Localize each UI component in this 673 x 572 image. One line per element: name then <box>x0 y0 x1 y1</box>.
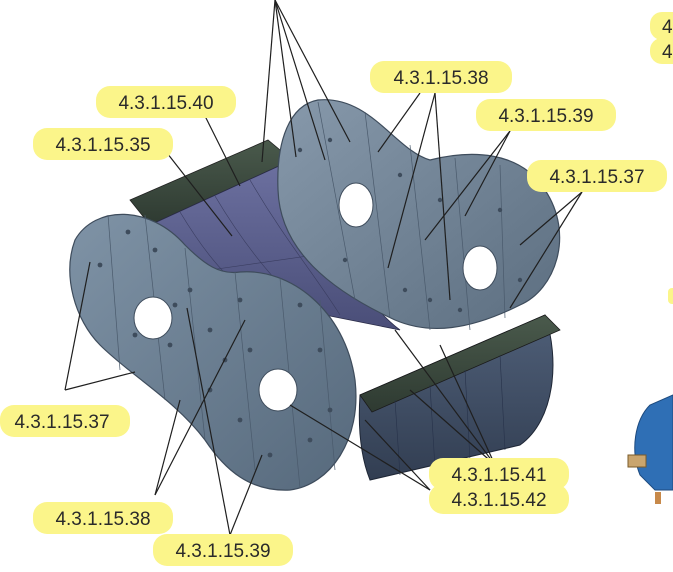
svg-text:4.3.1.15.40: 4.3.1.15.40 <box>118 93 213 114</box>
svg-text:4.3.1.15.39: 4.3.1.15.39 <box>175 541 270 562</box>
right-top-rail <box>359 314 561 413</box>
svg-text:4.3.1.15.37: 4.3.1.15.37 <box>549 167 644 188</box>
svg-text:4.3.1.15.39: 4.3.1.15.39 <box>498 106 593 127</box>
leader-lines <box>64 0 583 536</box>
callout-4.3.1.15.42: 4.3.1.15.42 <box>429 484 569 514</box>
svg-text:4.3.1.15.35: 4.3.1.15.35 <box>55 135 150 156</box>
front-disk-face <box>69 213 357 491</box>
callout-4.3.1.15.39-bottom: 4.3.1.15.39 <box>153 534 293 566</box>
svg-text:4: 4 <box>662 42 673 63</box>
front-disk-hole-left <box>133 296 173 340</box>
callout-4.3.1.15.37-left: 4.3.1.15.37 <box>0 405 130 437</box>
callout-4.3.1.15.40: 4.3.1.15.40 <box>96 86 236 118</box>
svg-text:4: 4 <box>662 17 673 38</box>
callout-4.3.1.15.41: 4.3.1.15.41 <box>429 458 569 490</box>
svg-text:4.3.1.15.38: 4.3.1.15.38 <box>393 68 488 89</box>
back-disk-hole-right <box>462 245 498 291</box>
svg-text:4.3.1.15.38: 4.3.1.15.38 <box>55 509 150 530</box>
back-disk-hole-left <box>338 182 374 228</box>
callout-4.3.1.15.37-right: 4.3.1.15.37 <box>527 160 667 192</box>
motor-fragment <box>627 394 673 504</box>
callout-4.3.1.15.35: 4.3.1.15.35 <box>33 128 173 160</box>
svg-text:4.3.1.15.37: 4.3.1.15.37 <box>14 412 109 433</box>
callout-cropped-top-right-1: 4 <box>650 12 673 40</box>
svg-text:4.3.1.15.41: 4.3.1.15.41 <box>451 465 546 486</box>
callout-4.3.1.15.38-bottom: 4.3.1.15.38 <box>33 502 173 534</box>
front-disk-hole-right <box>258 368 298 412</box>
callout-cropped-top-right-2: 4 <box>650 38 673 64</box>
callout-4.3.1.15.38-top: 4.3.1.15.38 <box>370 61 512 93</box>
callouts: 4.3.1.15.40 4.3.1.15.35 4.3.1.15.38 4.3.… <box>0 12 673 566</box>
callout-4.3.1.15.39-top: 4.3.1.15.39 <box>476 99 616 131</box>
svg-text:4.3.1.15.42: 4.3.1.15.42 <box>451 490 546 511</box>
callout-cropped-right-edge <box>668 288 673 304</box>
